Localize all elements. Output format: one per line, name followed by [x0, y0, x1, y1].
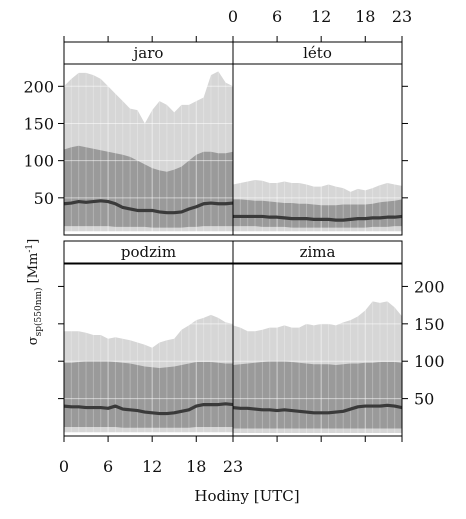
- y-axis-subscript: sp(550nm): [33, 287, 44, 336]
- x-axis-title: Hodiny [UTC]: [194, 487, 299, 505]
- y-tick-label: 200: [23, 77, 54, 96]
- center-line: [64, 199, 233, 215]
- panel-title: jaro: [132, 44, 164, 62]
- x-tick-label: 23: [392, 7, 412, 26]
- panels-layer: jaro léto podzim zima: [63, 41, 403, 437]
- panel-border: [232, 263, 403, 437]
- inner-band: [64, 361, 233, 428]
- x-tick-label: 12: [311, 7, 331, 26]
- panel-strip: [232, 240, 403, 264]
- x-tick-label: 6: [103, 457, 113, 476]
- panel-1: jaro: [63, 41, 234, 236]
- x-tick-label: 12: [142, 457, 162, 476]
- y-tick-label: 50: [414, 390, 434, 409]
- center-line: [233, 214, 402, 222]
- y-tick-label: 200: [414, 277, 445, 296]
- panel-4: zima: [232, 240, 403, 437]
- panel-border: [232, 63, 403, 236]
- inner-band: [233, 361, 402, 429]
- x-tick-label: 0: [228, 7, 238, 26]
- y-tick-label: 50: [34, 189, 54, 208]
- y-tick-label: 150: [414, 315, 445, 334]
- x-tick-label: 0: [59, 457, 69, 476]
- center-line: [233, 403, 402, 415]
- center-line: [64, 402, 233, 416]
- panel-title: zima: [300, 243, 336, 261]
- x-tick-label: 23: [223, 457, 243, 476]
- panel-data: [233, 64, 402, 235]
- y-axis-unit: [Mm: [26, 253, 41, 288]
- y-axis-symbol: σ: [26, 336, 41, 345]
- x-tick-label: 18: [186, 457, 206, 476]
- y-tick-label: 100: [414, 352, 445, 371]
- y-axis-close: ]: [26, 239, 41, 244]
- panel-data: [64, 264, 233, 436]
- panel-2: léto: [232, 41, 403, 236]
- inner-band: [233, 199, 402, 228]
- y-axis-title: σsp(550nm) [Mm-1]: [25, 239, 44, 346]
- y-tick-label: 150: [23, 114, 54, 133]
- panel-data: [233, 264, 402, 436]
- axes-layer: 50 50 100 100 150 150 200 200 0 0 6 6 12 12 18 18 23 23: [23, 7, 444, 476]
- panel-3: podzim: [63, 240, 234, 437]
- y-tick-label: 100: [23, 152, 54, 171]
- y-axis-exponent: -1: [25, 244, 35, 253]
- panel-data: [64, 64, 233, 235]
- panel-title: podzim: [121, 243, 176, 261]
- panel-title: léto: [303, 44, 332, 62]
- x-tick-label: 18: [355, 7, 375, 26]
- x-tick-label: 6: [272, 7, 282, 26]
